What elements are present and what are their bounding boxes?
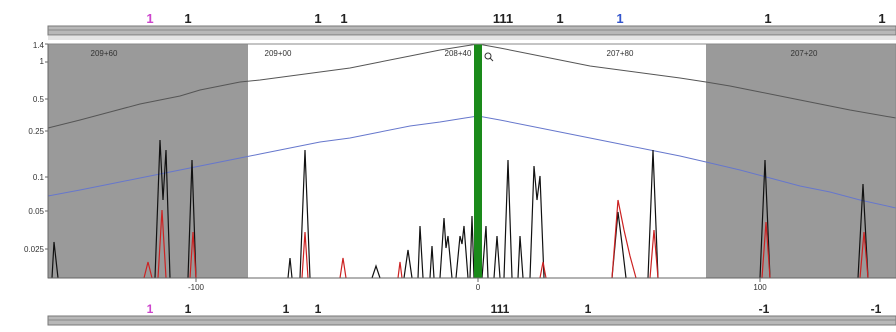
peak: [611, 199, 637, 279]
track-marker[interactable]: 111: [491, 302, 510, 316]
plot-area[interactable]: 209+60 209+00 208+40 207+80 207+20: [47, 43, 896, 279]
track-marker[interactable]: 111: [493, 11, 513, 26]
peak: [371, 264, 381, 279]
y-tick-label: 0.25: [28, 127, 44, 136]
shaded-region-left: [48, 44, 248, 278]
track-marker[interactable]: 1: [878, 11, 885, 26]
x-tick-label: -100: [188, 283, 205, 292]
peak: [529, 165, 545, 279]
y-tick-label: 0.025: [24, 245, 45, 254]
bottom-track-markers: 1 1 1 1 111 1 -1 -1: [147, 302, 882, 316]
y-tick-label: 1: [40, 57, 45, 66]
region-labels: 209+60 209+00 208+40 207+80 207+20: [91, 49, 818, 58]
magnifier-icon[interactable]: [484, 52, 494, 62]
top-track[interactable]: 1 1 1 1 111 1 1 1 1: [47, 11, 896, 40]
peak: [503, 159, 513, 279]
peak: [301, 231, 309, 279]
peak: [187, 159, 197, 279]
track-marker[interactable]: 1: [556, 11, 563, 26]
track-marker[interactable]: 1: [146, 11, 153, 26]
peaks-red: [143, 199, 869, 279]
curve-black: [47, 43, 896, 129]
track-marker[interactable]: 1: [314, 11, 321, 26]
peak: [859, 231, 869, 279]
peak: [189, 231, 197, 279]
track-marker[interactable]: 1: [585, 302, 592, 316]
peak: [761, 221, 771, 279]
curve-blue: [47, 115, 896, 209]
x-tick-label: 100: [753, 283, 767, 292]
peaks-black: [51, 139, 869, 279]
peak: [481, 225, 489, 279]
track-marker[interactable]: 1: [616, 11, 623, 26]
peak: [647, 149, 659, 279]
track-marker[interactable]: 1: [315, 302, 322, 316]
shaded-region-right: [706, 44, 896, 278]
track-marker[interactable]: 1: [764, 11, 771, 26]
track-marker[interactable]: 1: [340, 11, 347, 26]
peak: [649, 229, 659, 279]
track-marker[interactable]: 1: [185, 302, 192, 316]
peak: [759, 159, 771, 279]
track-marker[interactable]: 1: [283, 302, 290, 316]
peak: [439, 217, 453, 279]
peak: [539, 261, 547, 279]
peak: [157, 209, 167, 279]
track-marker[interactable]: -1: [871, 302, 882, 316]
region-label: 209+00: [265, 49, 292, 58]
x-tick-label: 0: [476, 283, 481, 292]
track-marker[interactable]: 1: [184, 11, 191, 26]
track-marker[interactable]: -1: [759, 302, 770, 316]
y-tick-label: 0.5: [33, 95, 45, 104]
peak: [417, 225, 424, 279]
peak: [397, 261, 403, 279]
peak: [455, 225, 469, 279]
x-axis: -100 0 100: [48, 277, 896, 292]
peak: [517, 235, 524, 279]
peak: [493, 235, 501, 279]
bottom-track[interactable]: 1 1 1 1 111 1 -1 -1: [47, 302, 896, 326]
peak: [299, 149, 311, 279]
region-label: 208+40: [445, 49, 472, 58]
y-tick-label: 0.05: [28, 207, 44, 216]
peak: [469, 215, 475, 279]
region-label: 207+20: [791, 49, 818, 58]
top-track-markers: 1 1 1 1 111 1 1 1 1: [146, 11, 885, 26]
peak: [143, 261, 153, 279]
peak: [403, 249, 413, 279]
region-label: 207+80: [607, 49, 634, 58]
peak: [339, 257, 347, 279]
track-marker[interactable]: 1: [147, 302, 154, 316]
y-tick-label: 1.4: [33, 41, 45, 50]
peak: [154, 139, 171, 279]
peak: [857, 183, 869, 279]
y-tick-label: 0.1: [33, 173, 45, 182]
region-label: 209+60: [91, 49, 118, 58]
peak: [51, 241, 59, 279]
y-axis: 1.4 1 0.5 0.25 0.1 0.05 0.025: [24, 41, 49, 278]
peak: [287, 257, 293, 279]
peak: [429, 245, 435, 279]
center-highlight[interactable]: [474, 44, 482, 278]
